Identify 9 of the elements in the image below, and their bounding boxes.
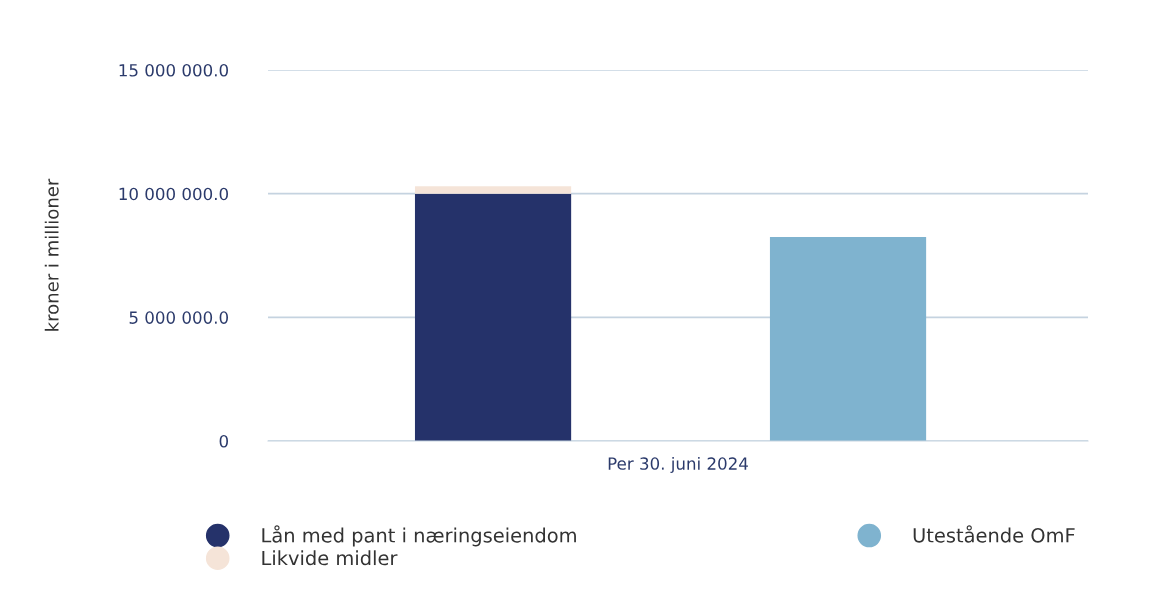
- y-axis-title: kroner i millioner: [44, 178, 59, 331]
- y-tick-label: 10 000 000.0: [119, 187, 228, 201]
- y-tick-label: 5 000 000.0: [129, 311, 229, 324]
- x-axis-title: Per 30. juni 2024: [608, 456, 748, 474]
- legend-label: Lån med pant i næringseiendom: [262, 525, 576, 547]
- legend-label: Utestående OmF: [913, 525, 1075, 543]
- y-tick-label: 0: [219, 434, 228, 448]
- y-tick-label: 15 000 000.0: [119, 63, 228, 77]
- legend-label: Likvide midler: [262, 550, 398, 566]
